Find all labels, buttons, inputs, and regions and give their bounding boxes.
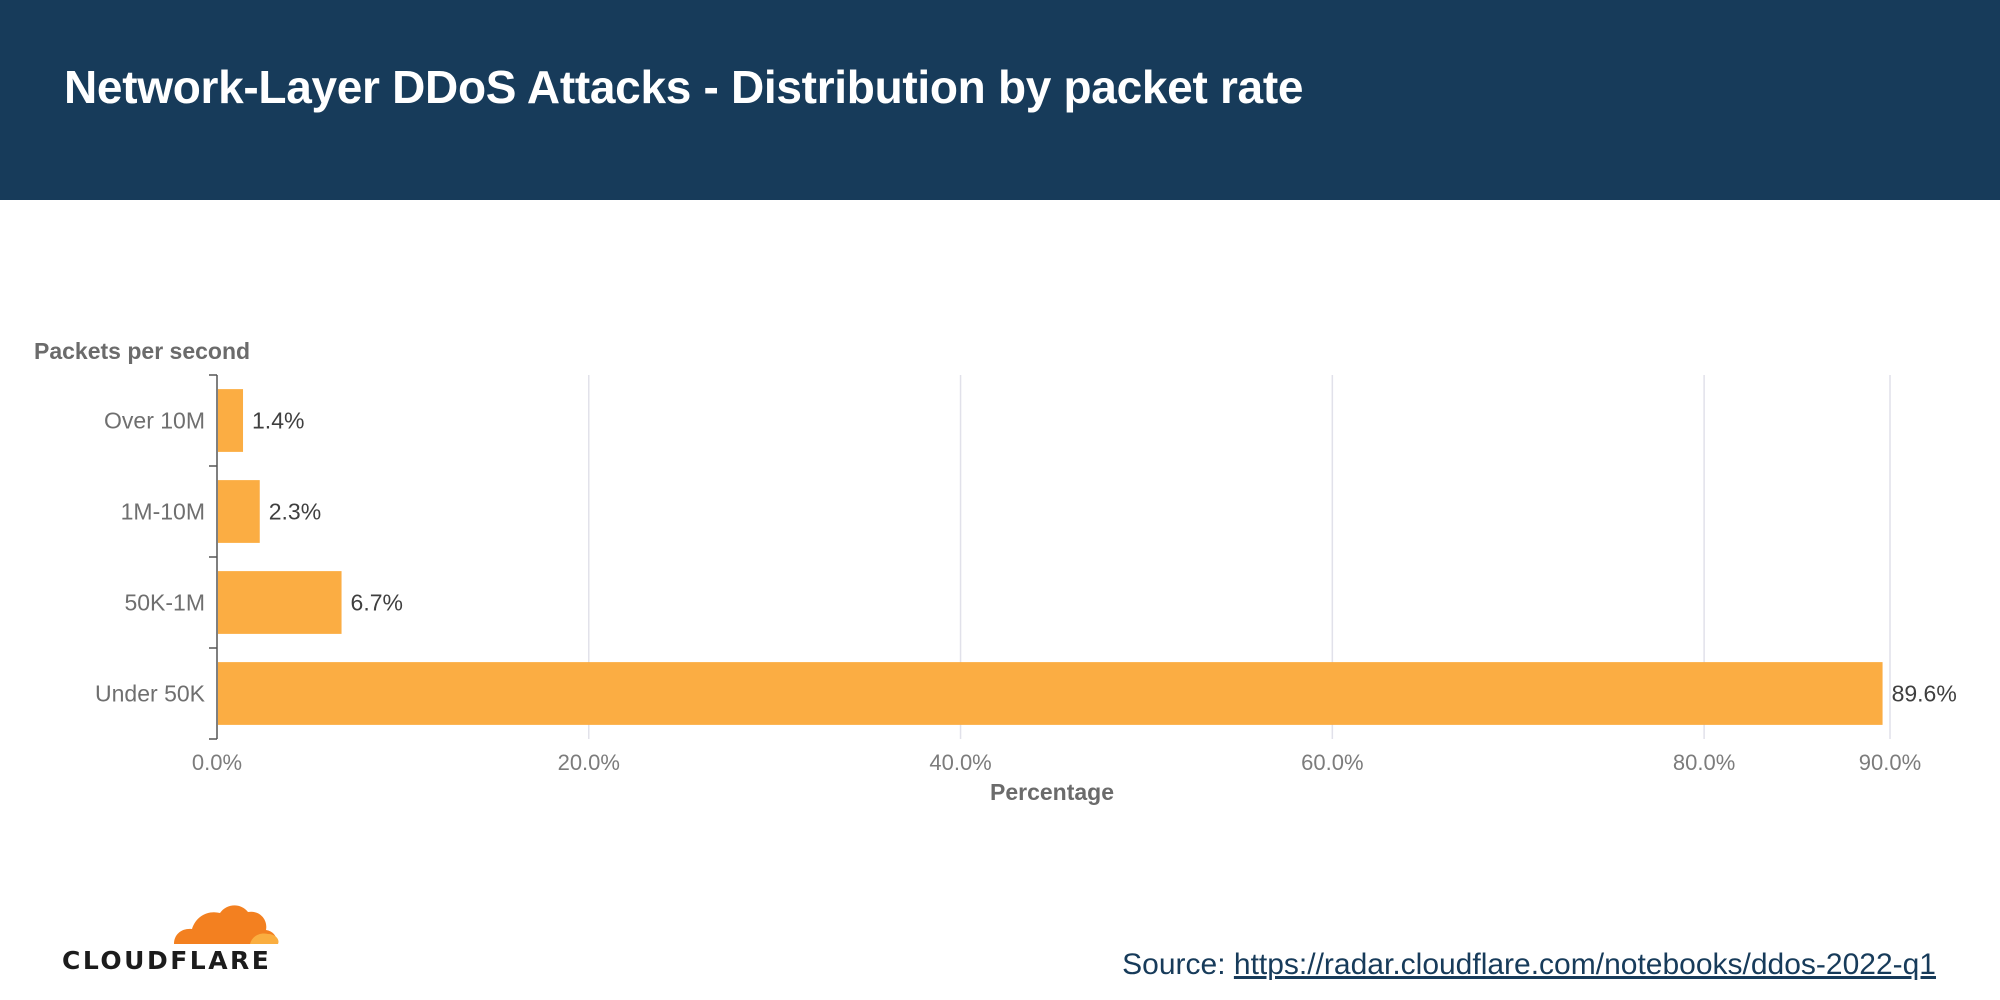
data-label: 89.6% <box>1892 681 1957 707</box>
category-label: 50K-1M <box>124 590 205 616</box>
x-tick-label: 40.0% <box>929 750 991 775</box>
bar <box>218 571 342 634</box>
x-tick-label: 90.0% <box>1859 750 1921 775</box>
logo-wordmark: CLOUDFLARE <box>62 946 272 975</box>
bar-chart: 0.0% 20.0% 40.0% 60.0% 80.0% 90.0% Over 10M 1.4… <box>34 338 1957 805</box>
data-label: 6.7% <box>351 590 403 616</box>
category-label: 1M-10M <box>121 499 205 525</box>
labels: 0.0% 20.0% 40.0% 60.0% 80.0% 90.0% Over 10M 1.4… <box>95 408 1957 776</box>
x-axis-title: Percentage <box>990 779 1114 805</box>
bar <box>218 480 260 543</box>
page-title: Network-Layer DDoS Attacks - Distributio… <box>64 61 1304 113</box>
x-tick-label: 60.0% <box>1301 750 1363 775</box>
axes <box>209 374 218 740</box>
data-label: 1.4% <box>252 408 304 434</box>
header-banner: Network-Layer DDoS Attacks - Distributio… <box>0 0 2000 200</box>
x-tick-label: 80.0% <box>1673 750 1735 775</box>
bars <box>218 389 1883 725</box>
category-label: Over 10M <box>104 408 205 434</box>
source-prefix: Source: <box>1122 948 1234 981</box>
y-axis-title: Packets per second <box>34 338 250 364</box>
x-tick-label: 20.0% <box>558 750 620 775</box>
source-link[interactable]: https://radar.cloudflare.com/notebooks/d… <box>1233 948 1936 981</box>
data-label: 2.3% <box>269 499 321 525</box>
cloud-icon <box>174 905 279 944</box>
cloudflare-logo: CLOUDFLARE <box>62 896 282 980</box>
bar <box>218 662 1883 725</box>
source-line: Source: https://radar.cloudflare.com/not… <box>1122 948 1936 982</box>
bar <box>218 389 244 452</box>
category-label: Under 50K <box>95 681 206 707</box>
x-tick-label: 0.0% <box>192 750 242 775</box>
